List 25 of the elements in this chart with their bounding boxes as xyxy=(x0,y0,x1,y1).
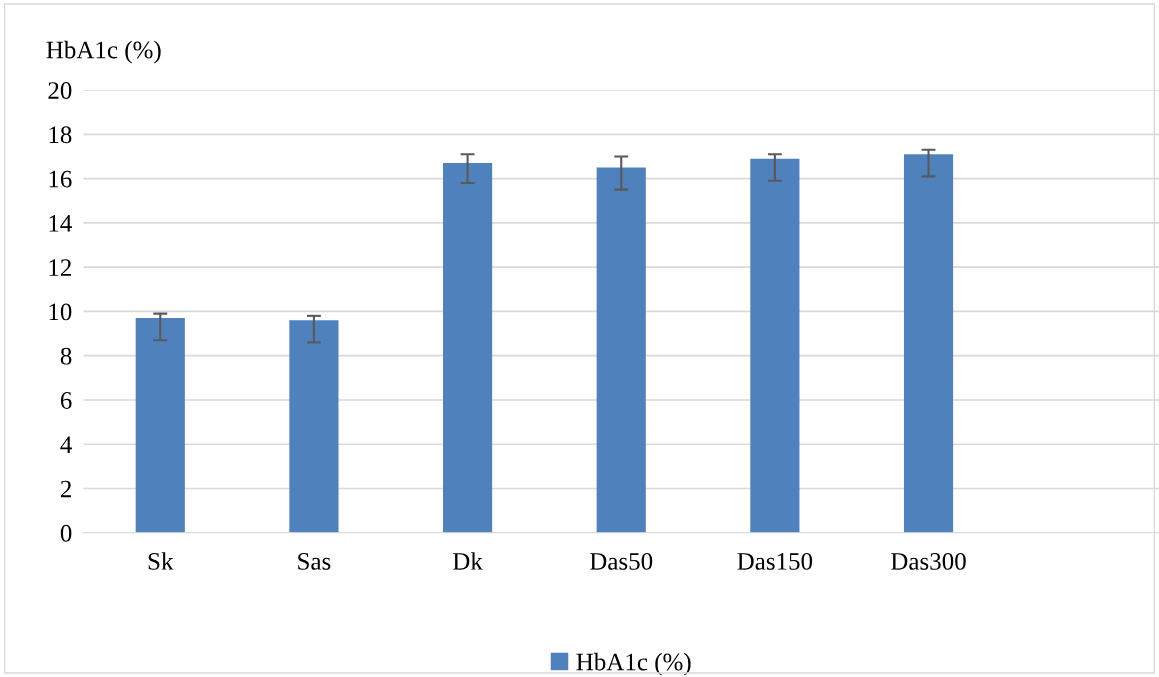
y-tick-label: 16 xyxy=(49,170,72,188)
y-tick-label: 4 xyxy=(60,436,72,453)
bar xyxy=(750,158,800,533)
y-tick-label: 8 xyxy=(60,347,72,365)
x-tick-label: Sk xyxy=(148,552,174,570)
y-tick-label: 10 xyxy=(49,303,72,321)
bar xyxy=(596,167,646,533)
y-tick-label: 20 xyxy=(48,82,72,99)
bar xyxy=(135,318,185,533)
legend-label: HbA1c (%) xyxy=(576,652,691,676)
bar xyxy=(442,163,493,533)
y-tick-label: 14 xyxy=(49,215,72,232)
y-tick-label: 6 xyxy=(60,392,72,409)
x-tick-label: Das300 xyxy=(891,552,966,570)
y-tick-label: 2 xyxy=(60,480,71,498)
y-tick-label: 12 xyxy=(49,259,71,276)
y-tick-label: 0 xyxy=(60,524,72,542)
x-tick-label: Sas xyxy=(298,553,331,570)
x-tick-label: Das150 xyxy=(737,552,813,570)
x-tick-label: Dk xyxy=(453,552,483,570)
bar xyxy=(903,154,954,533)
y-axis-title: HbA1c (%) xyxy=(46,40,161,64)
x-tick-label: Das50 xyxy=(590,552,653,570)
bar xyxy=(289,320,339,533)
y-tick-label: 18 xyxy=(49,126,72,144)
